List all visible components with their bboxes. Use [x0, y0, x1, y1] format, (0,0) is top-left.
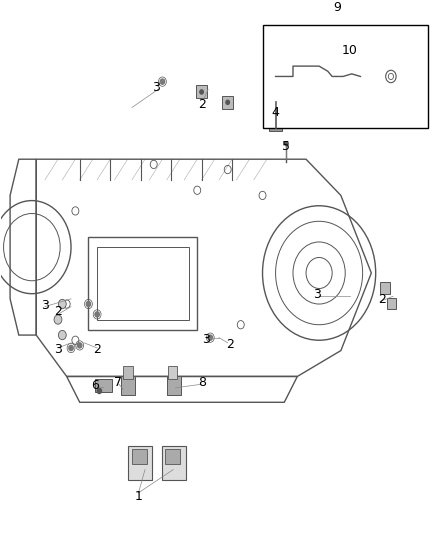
Circle shape [78, 343, 82, 348]
Text: 8: 8 [198, 376, 206, 389]
Circle shape [285, 142, 288, 146]
Bar [165, 449, 180, 464]
Text: 3: 3 [54, 343, 62, 356]
Bar [387, 298, 396, 309]
Bar [223, 95, 233, 109]
Circle shape [58, 300, 66, 309]
Circle shape [69, 345, 73, 351]
Bar [123, 366, 133, 379]
Circle shape [208, 335, 212, 340]
Text: 7: 7 [114, 376, 122, 389]
Text: 10: 10 [342, 44, 357, 57]
Circle shape [160, 79, 165, 84]
Circle shape [97, 389, 102, 393]
Circle shape [95, 312, 99, 317]
Circle shape [86, 302, 91, 306]
Text: 2: 2 [198, 99, 205, 111]
Circle shape [58, 330, 66, 340]
Bar [132, 449, 147, 464]
Bar [121, 376, 135, 394]
Circle shape [200, 90, 203, 94]
Bar [167, 376, 181, 394]
Text: 2: 2 [54, 305, 62, 318]
Bar [95, 379, 113, 392]
Text: 2: 2 [226, 338, 234, 351]
Bar [97, 247, 188, 320]
Bar [262, 25, 428, 128]
Bar [380, 282, 390, 294]
Circle shape [54, 315, 62, 324]
Text: 3: 3 [41, 298, 49, 312]
Text: 5: 5 [283, 140, 290, 153]
Bar [127, 446, 152, 480]
Bar [88, 237, 197, 330]
Bar [196, 85, 207, 98]
Text: 3: 3 [313, 288, 321, 301]
Circle shape [226, 100, 230, 104]
Text: 2: 2 [93, 343, 101, 356]
Text: 9: 9 [333, 2, 341, 14]
Text: 3: 3 [202, 333, 210, 346]
Bar [168, 366, 177, 379]
Bar [269, 118, 282, 131]
Bar [162, 446, 186, 480]
Text: 1: 1 [134, 490, 142, 503]
Text: 3: 3 [152, 82, 160, 94]
Text: 4: 4 [272, 106, 279, 119]
Text: 6: 6 [91, 379, 99, 392]
Text: 2: 2 [378, 293, 386, 306]
